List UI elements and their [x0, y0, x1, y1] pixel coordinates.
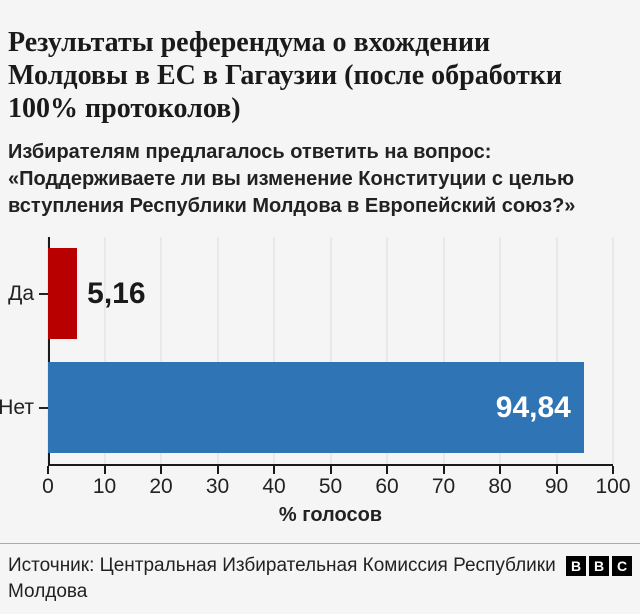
x-axis-tick-label: 100 [595, 475, 631, 498]
category-label: Да [8, 281, 34, 305]
value-label: 5,16 [87, 276, 146, 310]
x-axis-tick [555, 466, 558, 474]
category-label: Нет [0, 395, 34, 419]
x-axis-tick-label: 80 [488, 475, 512, 498]
gridline [386, 237, 388, 464]
gridline [555, 237, 558, 464]
gridline [329, 237, 332, 464]
x-axis-tick-label: 90 [544, 475, 569, 498]
x-axis-tick-label: 20 [149, 475, 173, 498]
y-axis-line [48, 237, 50, 464]
bbc-logo-letter: B [566, 556, 586, 576]
bar-yes [48, 248, 78, 339]
bbc-logo-letter: B [589, 556, 609, 576]
plot-area: Да 5,16 Нет 94,84 [0, 237, 614, 464]
chart-title: Результаты референдума о вхождении Молдо… [8, 27, 563, 124]
x-axis-tick-label: 70 [431, 475, 456, 498]
gridline [442, 237, 445, 464]
gridline [499, 237, 501, 464]
bar-chart: Да 5,16 Нет 94,84 0 10 20 30 40 50 60 70 80 90 100 % … [0, 237, 632, 527]
x-axis-tick [103, 466, 106, 474]
x-axis-label: % голосов [278, 504, 383, 526]
x-axis-tick-label: 10 [92, 475, 117, 498]
gridline [612, 237, 614, 464]
x-axis-tick [47, 466, 49, 474]
x-axis-tick-label: 60 [375, 475, 399, 498]
x-axis-tick-label: 0 [42, 475, 54, 498]
gridline [160, 237, 162, 464]
x-axis: 0 10 20 30 40 50 60 70 80 90 100 [42, 464, 631, 498]
source-text: Источник: Центральная Избирательная Коми… [8, 555, 556, 602]
x-axis-tick [499, 466, 501, 474]
gridline [216, 237, 219, 464]
footer: Источник: Центральная Избирательная Коми… [8, 553, 632, 605]
x-axis-tick-label: 30 [205, 475, 230, 498]
gridline [273, 237, 275, 464]
value-label: 94,84 [495, 390, 571, 424]
footer-divider [0, 543, 640, 544]
x-axis-tick [216, 466, 219, 474]
x-axis-tick [612, 466, 614, 474]
category-tick [39, 292, 48, 295]
chart-subtitle: Избирателям предлагалось ответить на воп… [8, 141, 576, 217]
x-axis-tick [329, 466, 332, 474]
x-axis-tick-label: 50 [318, 475, 343, 498]
category-tick [39, 406, 48, 409]
x-axis-tick [442, 466, 445, 474]
gridline [103, 237, 106, 464]
x-axis-tick-label: 40 [262, 475, 286, 498]
bbc-logo-letter: C [612, 556, 632, 576]
x-axis-tick [160, 466, 162, 474]
x-axis-tick [386, 466, 388, 474]
x-axis-tick [273, 466, 275, 474]
bar-no [48, 362, 584, 453]
